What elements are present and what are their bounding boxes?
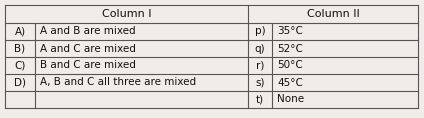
Text: Column I: Column I [102, 9, 151, 19]
Text: t): t) [256, 95, 264, 105]
Text: s): s) [255, 78, 265, 88]
Text: D): D) [14, 78, 26, 88]
Text: r): r) [256, 61, 264, 70]
Text: q): q) [255, 44, 265, 53]
Text: Column II: Column II [307, 9, 360, 19]
Text: A): A) [14, 27, 25, 36]
Text: 35°C: 35°C [277, 27, 303, 36]
Text: 50°C: 50°C [277, 61, 303, 70]
Text: B and C are mixed: B and C are mixed [40, 61, 136, 70]
Text: p): p) [255, 27, 265, 36]
Text: 52°C: 52°C [277, 44, 303, 53]
Text: C): C) [14, 61, 26, 70]
Text: A and B are mixed: A and B are mixed [40, 27, 136, 36]
Text: B): B) [14, 44, 25, 53]
Text: 45°C: 45°C [277, 78, 303, 88]
Text: A and C are mixed: A and C are mixed [40, 44, 136, 53]
Text: None: None [277, 95, 304, 105]
Text: A, B and C all three are mixed: A, B and C all three are mixed [40, 78, 196, 88]
